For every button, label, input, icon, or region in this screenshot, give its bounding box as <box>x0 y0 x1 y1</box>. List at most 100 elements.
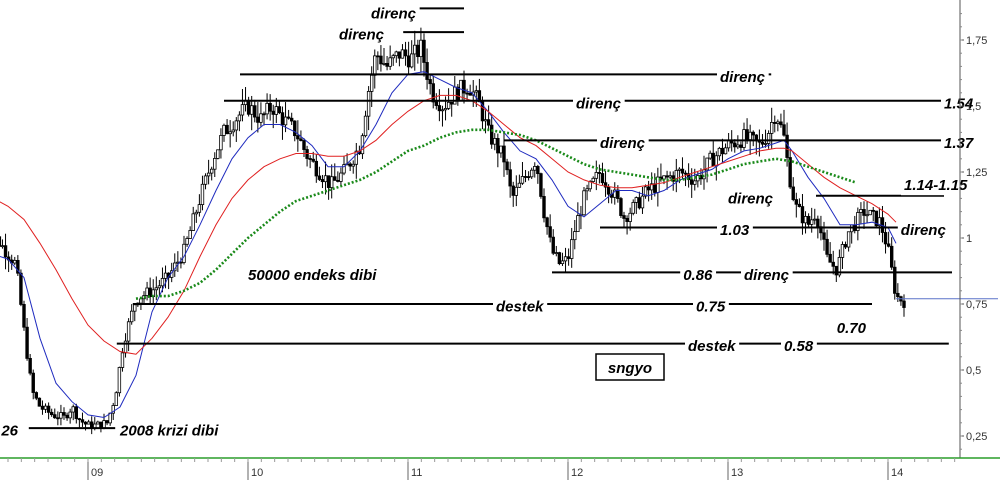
candle-body-down <box>16 260 20 274</box>
candle-body-up <box>483 119 488 122</box>
candle-body-up <box>533 166 537 171</box>
candle-body-down <box>536 166 540 175</box>
candle-body-up <box>529 169 534 178</box>
candle-body-up <box>677 168 682 171</box>
candle-body-up <box>160 277 165 287</box>
candle-body-up <box>197 204 202 213</box>
annotation-label: 50000 endeks dibi <box>248 267 377 284</box>
candle-body-up <box>126 321 131 342</box>
candle-body-up <box>323 175 328 183</box>
candle-body-up <box>157 285 162 289</box>
candle-body-up <box>446 101 451 109</box>
candle-body-down <box>74 406 79 420</box>
candle-body-down <box>822 232 826 240</box>
candle-body-down <box>828 253 832 263</box>
candle-body-down <box>22 304 26 328</box>
candle-body-up <box>668 175 672 178</box>
candle-body-up <box>493 138 497 145</box>
candle-body-down <box>379 55 383 65</box>
candle-body-up <box>723 147 728 155</box>
candle-body-down <box>486 119 491 126</box>
candle-body-up <box>206 172 211 177</box>
candle-body-down <box>320 179 325 183</box>
annotation-background <box>493 297 548 317</box>
x-tick-label: 14 <box>891 467 903 479</box>
candle-body-up <box>693 180 697 185</box>
candle-body-down <box>462 79 466 94</box>
y-tick-label: 1,5 <box>966 101 981 113</box>
candle-body-up <box>576 215 580 233</box>
candle-body-down <box>597 172 602 174</box>
annotation-label: 0.86 <box>683 267 713 284</box>
candle-body-down <box>800 206 805 224</box>
candle-body-up <box>200 183 205 206</box>
moving-average-line-3 <box>135 128 857 300</box>
candle-body-down <box>496 138 500 154</box>
candle-body-down <box>56 417 60 420</box>
candle-body-down <box>566 256 571 259</box>
candle-body-up <box>868 209 872 216</box>
candle-body-up <box>265 102 269 115</box>
annotation-label: direnç <box>371 6 417 23</box>
candle-body-down <box>834 265 839 276</box>
annotation-background <box>833 318 870 338</box>
candle-body-down <box>508 169 512 187</box>
candle-body-down <box>302 140 306 150</box>
candle-body-up <box>203 175 208 185</box>
y-tick-label: 1,25 <box>966 167 987 179</box>
candle-body-down <box>671 175 675 182</box>
candle-body-up <box>742 129 746 148</box>
candle-body-up <box>563 256 568 262</box>
candle-body-down <box>449 101 454 105</box>
candle-body-down <box>271 110 275 115</box>
candle-body-up <box>209 168 214 174</box>
candle-body-down <box>606 186 611 195</box>
candle-body-up <box>133 304 137 312</box>
candle-body-up <box>59 412 63 419</box>
candle-body-down <box>711 152 715 167</box>
candle-body-up <box>517 182 522 188</box>
candle-body-up <box>440 109 445 112</box>
candle-body-up <box>776 121 780 124</box>
candle-body-down <box>326 175 331 188</box>
candle-body-down <box>385 63 389 67</box>
candle-body-up <box>114 392 119 406</box>
annotation-background <box>367 4 420 24</box>
candle-body-up <box>283 116 288 126</box>
candle-body-down <box>37 397 42 407</box>
candle-body-down <box>253 105 257 118</box>
candle-body-down <box>53 414 57 419</box>
annotation-background <box>335 25 388 45</box>
candle-body-down <box>745 129 749 141</box>
candle-body-up <box>354 150 359 165</box>
candle-body-down <box>256 116 260 123</box>
candle-body-up <box>194 211 199 215</box>
annotation-label: direnç <box>600 135 646 152</box>
candle-body-up <box>120 352 125 368</box>
candle-body-down <box>46 405 51 413</box>
candle-body-down <box>376 55 380 58</box>
candle-body-down <box>34 392 39 399</box>
candle-body-up <box>594 172 599 179</box>
candle-body-up <box>840 244 845 258</box>
candle-body-up <box>813 218 817 221</box>
annotation-background <box>941 94 977 114</box>
candle-body-down <box>797 203 802 207</box>
candle-body-down <box>886 243 891 247</box>
candle-body-up <box>573 231 577 241</box>
candle-body-up <box>182 243 186 263</box>
candle-body-up <box>213 158 217 170</box>
x-tick-label: 10 <box>251 467 263 479</box>
candle-body-up <box>391 55 395 59</box>
candle-body-down <box>49 411 54 416</box>
candle-body-up <box>43 405 48 410</box>
candle-body-down <box>816 218 820 228</box>
annotation-label: 1.14-1.15 <box>904 177 968 194</box>
candle-body-up <box>514 186 519 196</box>
candle-body-down <box>791 186 795 200</box>
candle-body-down <box>40 405 45 410</box>
candle-body-up <box>865 214 869 217</box>
annotation-label: direnç <box>339 27 385 44</box>
candle-body-down <box>542 196 546 219</box>
candle-body-down <box>80 419 85 423</box>
